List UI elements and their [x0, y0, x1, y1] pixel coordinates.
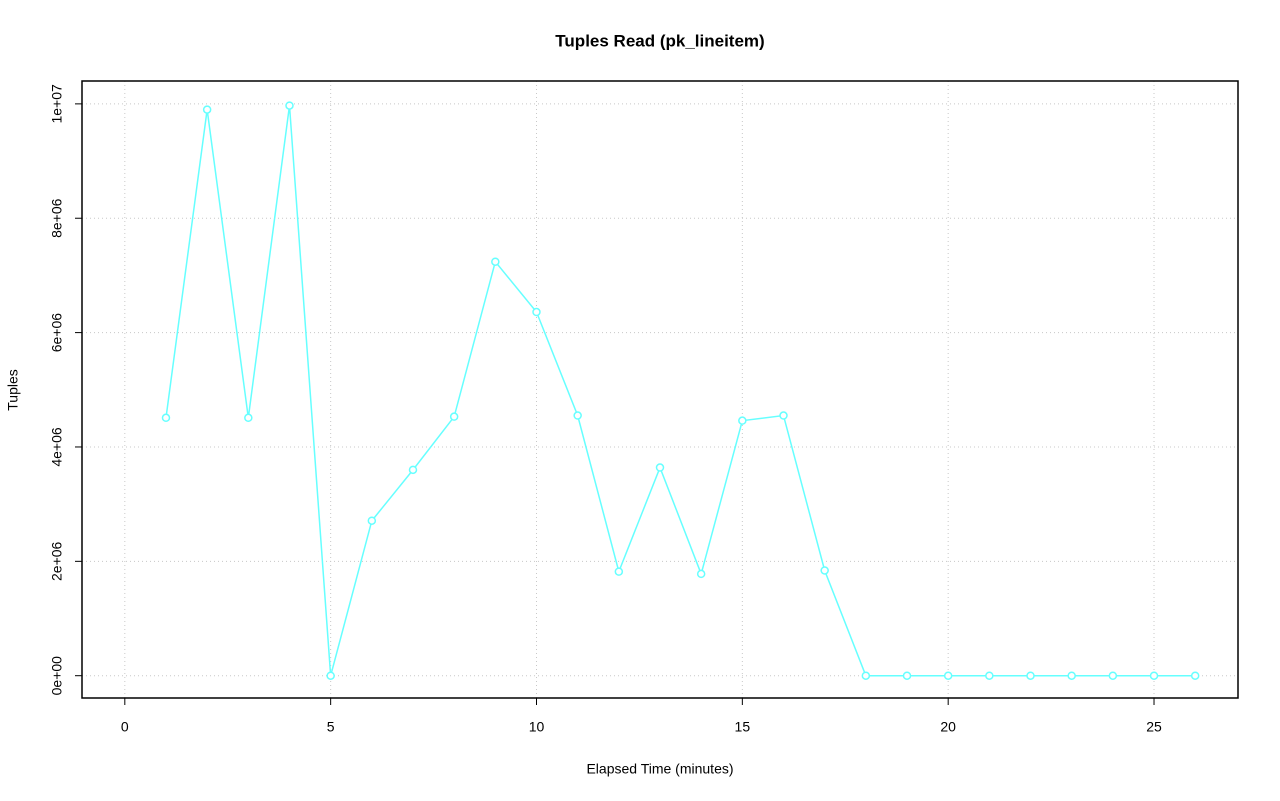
data-point	[1026, 671, 1035, 680]
data-point	[655, 463, 665, 472]
data-point	[573, 411, 582, 420]
data-point	[202, 105, 212, 114]
data-point	[1067, 671, 1076, 680]
data-point	[779, 411, 788, 420]
y-tick-label: 4e+06	[49, 427, 65, 467]
y-tick-label: 1e+07	[49, 84, 65, 124]
data-point	[161, 413, 171, 423]
x-tick-label: 20	[940, 719, 956, 735]
y-tick-label: 0e+00	[49, 656, 65, 696]
data-point	[367, 516, 377, 525]
data-point	[244, 413, 253, 423]
data-point	[1108, 671, 1118, 680]
data-point	[532, 307, 541, 317]
data-point	[408, 465, 418, 475]
data-point	[326, 671, 335, 680]
data-point	[449, 412, 459, 421]
data-point	[1149, 671, 1159, 680]
data-point	[943, 671, 953, 680]
data-point	[985, 671, 994, 680]
y-tick-label: 2e+06	[49, 541, 65, 581]
data-point	[902, 671, 912, 680]
data-point	[738, 416, 747, 425]
data-point	[614, 567, 624, 576]
x-tick-label: 25	[1146, 719, 1162, 735]
data-line	[165, 105, 1196, 677]
x-tick-label: 0	[121, 719, 129, 735]
y-tick-label: 6e+06	[49, 313, 65, 353]
data-point	[696, 569, 706, 579]
data-point	[1190, 671, 1200, 680]
data-point	[820, 566, 829, 575]
y-tick-label: 8e+06	[49, 198, 65, 238]
y-axis-title: Tuples	[5, 369, 21, 411]
data-point	[861, 671, 871, 680]
x-axis-title: Elapsed Time (minutes)	[586, 761, 733, 777]
data-point	[491, 257, 500, 266]
x-tick-label: 10	[529, 719, 545, 735]
chart-title: Tuples Read (pk_lineitem)	[555, 31, 764, 50]
x-tick-label: 15	[735, 719, 751, 735]
plot-frame	[81, 80, 1239, 699]
x-tick-label: 5	[327, 719, 335, 735]
data-point	[285, 101, 294, 110]
